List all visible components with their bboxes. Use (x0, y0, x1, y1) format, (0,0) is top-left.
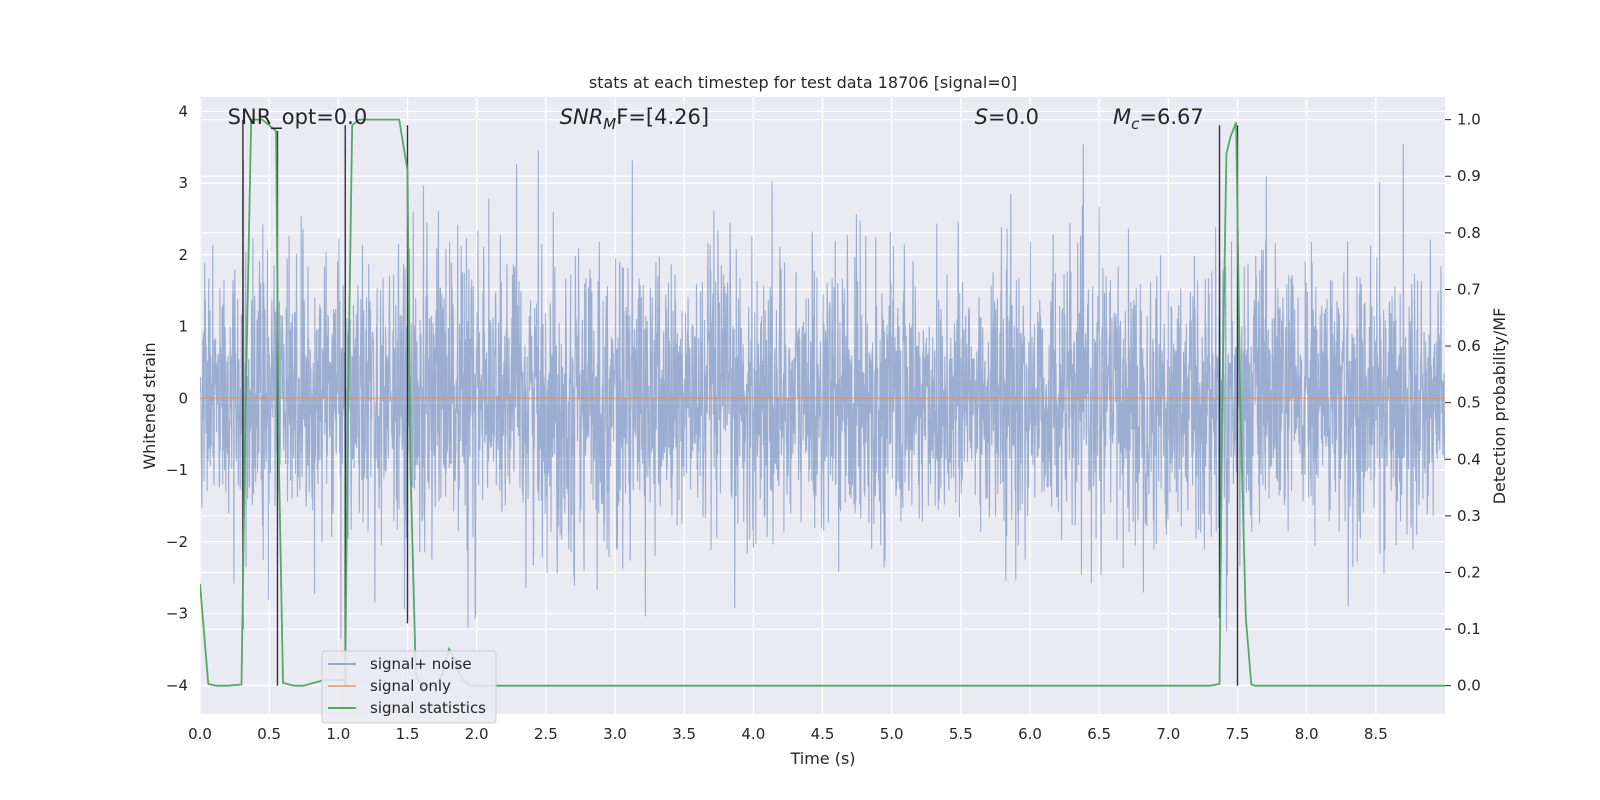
x-tick-label: 6.5 (1087, 725, 1111, 743)
y-tick-label-left: 1 (178, 318, 188, 336)
x-tick-label: 7.0 (1156, 725, 1180, 743)
y-tick-label-right: 0.3 (1457, 507, 1481, 525)
y-tick-label-right: 0.1 (1457, 620, 1481, 638)
y-tick-label-right: 0.9 (1457, 167, 1481, 185)
x-tick-label: 5.5 (949, 725, 973, 743)
y-tick-label-right: 0.4 (1457, 450, 1481, 468)
x-tick-label: 2.0 (465, 725, 489, 743)
y-tick-label-right: 0.6 (1457, 337, 1481, 355)
x-tick-label: 1.5 (396, 725, 420, 743)
x-tick-label: 0.0 (188, 725, 212, 743)
y-tick-label-left: 2 (178, 246, 188, 264)
x-tick-label: 6.0 (1018, 725, 1042, 743)
y-tick-labels-right: 1.0 0.9 0.8 0.7 0.6 0.5 0.4 0.3 0.2 0.1 0.0 (1445, 111, 1481, 695)
y-tick-labels-left: 4 3 2 1 0 −1 −2 −3 −4 (166, 102, 188, 694)
legend-label-signal-only: signal only (370, 677, 451, 695)
y-tick-label-right: 0.8 (1457, 224, 1481, 242)
y-tick-label-right: 0.2 (1457, 563, 1481, 581)
legend-label-signal-statistics: signal statistics (370, 699, 486, 717)
annotations: SNR_opt=0.0 SNRMF=[4.26] S=0.0 Mc=6.67 (228, 105, 1204, 133)
y-tick-label-left: −1 (166, 461, 188, 479)
legend-label-signal-noise: signal+ noise (370, 655, 472, 673)
y-tick-label-left: 3 (178, 174, 188, 192)
y-tick-label-right: 1.0 (1457, 111, 1481, 129)
x-tick-label: 2.5 (534, 725, 558, 743)
x-tick-label: 4.0 (741, 725, 765, 743)
x-tick-label: 8.0 (1295, 725, 1319, 743)
x-axis-label: Time (s) (789, 749, 855, 768)
legend-box (321, 650, 497, 724)
x-tick-label: 7.5 (1226, 725, 1250, 743)
chart-title: stats at each timestep for test data 187… (589, 73, 1017, 92)
x-tick-label: 8.5 (1364, 725, 1388, 743)
annotation-text: SNRMF=[4.26] (560, 105, 709, 133)
x-tick-label: 4.5 (811, 725, 835, 743)
y-tick-label-left: −3 (166, 605, 188, 623)
x-tick-label: 0.5 (257, 725, 281, 743)
y-tick-label-left: 4 (178, 102, 188, 120)
x-tick-labels: 0.0 0.5 1.0 1.5 2.0 2.5 3.0 3.5 4.0 4.5 5.0 5.5 6.0 6… (188, 725, 1388, 743)
y-tick-label-left: 0 (178, 389, 188, 407)
y-tick-label-left: −2 (166, 533, 188, 551)
x-tick-label: 5.0 (880, 725, 904, 743)
y-tick-label-right: 0.5 (1457, 394, 1481, 412)
annotation-text: Mc=6.67 (1113, 105, 1204, 133)
x-tick-label: 3.5 (672, 725, 696, 743)
x-tick-label: 3.0 (603, 725, 627, 743)
y-axis-label-right: Detection probability/MF (1490, 308, 1509, 505)
annotation-text: SNR_opt=0.0 (228, 105, 368, 130)
y-tick-label-left: −4 (166, 676, 188, 694)
annotation-text: S=0.0 (975, 105, 1039, 129)
y-tick-label-right: 0.7 (1457, 280, 1481, 298)
x-tick-label: 1.0 (326, 725, 350, 743)
series-layer (200, 118, 1445, 687)
y-axis-label-left: Whitened strain (140, 342, 159, 469)
legend: signal+ noise signal only signal statist… (321, 650, 497, 724)
y-tick-label-right: 0.0 (1457, 677, 1481, 695)
